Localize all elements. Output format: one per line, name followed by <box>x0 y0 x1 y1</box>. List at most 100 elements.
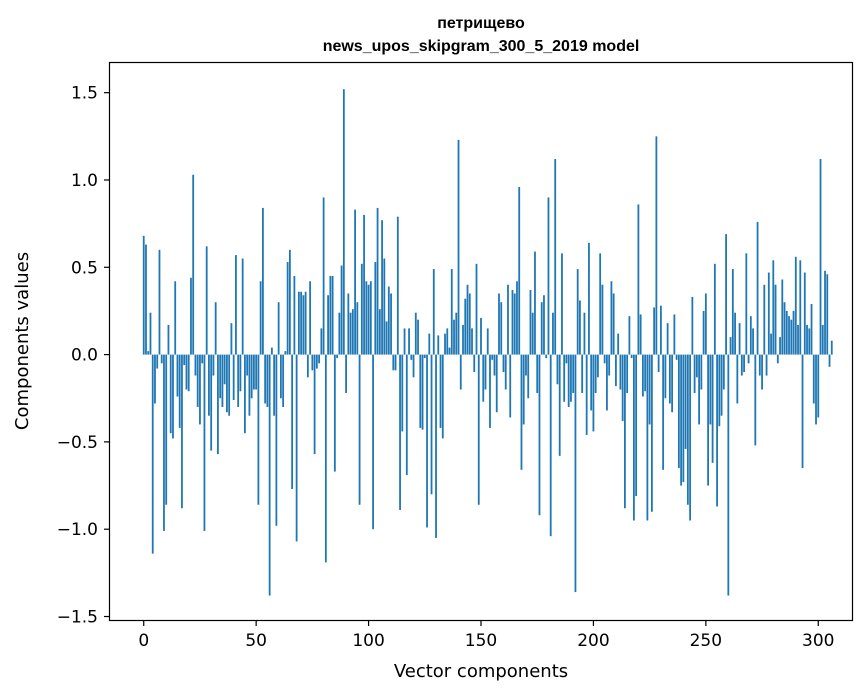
bar-108 <box>385 321 388 355</box>
bar-174 <box>534 251 536 355</box>
bar-290 <box>794 256 797 355</box>
bar-246 <box>695 354 698 378</box>
bar-146 <box>471 328 473 355</box>
bar-112 <box>394 354 397 371</box>
bar-306 <box>830 340 833 355</box>
bar-75 <box>311 354 314 371</box>
bar-107 <box>383 258 386 355</box>
bar-210 <box>615 354 617 387</box>
bar-68 <box>295 354 298 542</box>
bar-144 <box>466 284 469 355</box>
y-tick-label: −0.5 <box>57 433 98 453</box>
bar-76 <box>313 354 316 455</box>
bar-3 <box>149 312 152 355</box>
bar-173 <box>531 312 534 355</box>
bar-287 <box>788 316 790 355</box>
bar-55 <box>266 354 269 407</box>
bar-134 <box>444 333 446 355</box>
bar-106 <box>381 220 383 355</box>
bar-85 <box>333 354 336 472</box>
bar-158 <box>498 293 500 355</box>
bar-269 <box>747 354 750 364</box>
bar-95 <box>356 302 359 355</box>
x-axis-ticks: 0 50 100 150 200 250 300 <box>138 620 834 651</box>
bar-122 <box>417 319 419 355</box>
bar-129 <box>432 269 435 355</box>
bar-37 <box>226 354 228 413</box>
bar-192 <box>574 354 577 593</box>
bar-70 <box>300 291 303 355</box>
bar-141 <box>459 354 462 390</box>
bar-127 <box>428 333 431 355</box>
bar-125 <box>423 354 426 359</box>
bar-170 <box>525 354 527 376</box>
bar-48 <box>250 354 253 399</box>
bar-54 <box>264 354 267 404</box>
bar-100 <box>367 284 370 355</box>
bar-92 <box>349 312 352 355</box>
bar-193 <box>576 269 579 355</box>
bar-270 <box>749 316 752 355</box>
bar-101 <box>369 281 372 355</box>
bar-263 <box>734 312 736 355</box>
bar-62 <box>282 354 285 407</box>
bar-88 <box>340 265 343 355</box>
bar-25 <box>199 354 201 425</box>
bar-58 <box>273 354 276 416</box>
bar-87 <box>338 312 341 355</box>
bar-105 <box>378 309 381 355</box>
bar-237 <box>675 354 678 360</box>
bar-261 <box>729 337 732 355</box>
bar-19 <box>185 354 188 390</box>
bar-252 <box>709 354 712 425</box>
bar-133 <box>441 354 444 439</box>
bar-222 <box>641 354 644 397</box>
bar-77 <box>315 354 318 369</box>
bar-281 <box>774 284 777 355</box>
bar-286 <box>785 310 788 355</box>
bar-7 <box>158 249 161 355</box>
bar-43 <box>239 354 242 392</box>
bar-262 <box>731 269 734 355</box>
x-tick-label: 250 <box>690 631 722 651</box>
bar-154 <box>489 354 491 428</box>
bar-91 <box>347 293 350 355</box>
bar-120 <box>412 354 415 378</box>
bar-221 <box>639 314 642 355</box>
bar-83 <box>329 276 332 355</box>
bar-293 <box>801 354 804 469</box>
bar-128 <box>430 354 433 495</box>
bar-67 <box>293 276 296 355</box>
bar-212 <box>619 354 622 390</box>
bar-50 <box>255 354 258 390</box>
bar-157 <box>495 354 498 413</box>
bar-137 <box>450 269 453 355</box>
bar-18 <box>183 354 186 366</box>
bar-57 <box>270 347 273 355</box>
bar-168 <box>520 354 523 470</box>
bar-35 <box>221 354 224 407</box>
bar-214 <box>624 354 626 509</box>
bar-208 <box>610 281 613 355</box>
bar-93 <box>351 309 354 355</box>
bar-61 <box>279 354 282 399</box>
bar-241 <box>684 354 687 449</box>
bar-294 <box>803 272 806 355</box>
bar-176 <box>538 354 541 516</box>
bar-266 <box>740 354 743 376</box>
bar-233 <box>666 323 669 355</box>
bar-213 <box>621 354 624 421</box>
bar-126 <box>426 354 428 528</box>
bar-89 <box>342 89 345 355</box>
bar-259 <box>725 234 727 355</box>
bar-80 <box>322 197 325 355</box>
bar-183 <box>554 159 557 355</box>
bar-224 <box>646 354 649 521</box>
bar-244 <box>691 296 694 355</box>
bar-94 <box>354 209 356 355</box>
bar-24 <box>196 354 199 407</box>
bar-229 <box>657 354 660 373</box>
bar-46 <box>246 354 249 376</box>
bar-33 <box>217 354 219 455</box>
bar-32 <box>214 302 217 355</box>
